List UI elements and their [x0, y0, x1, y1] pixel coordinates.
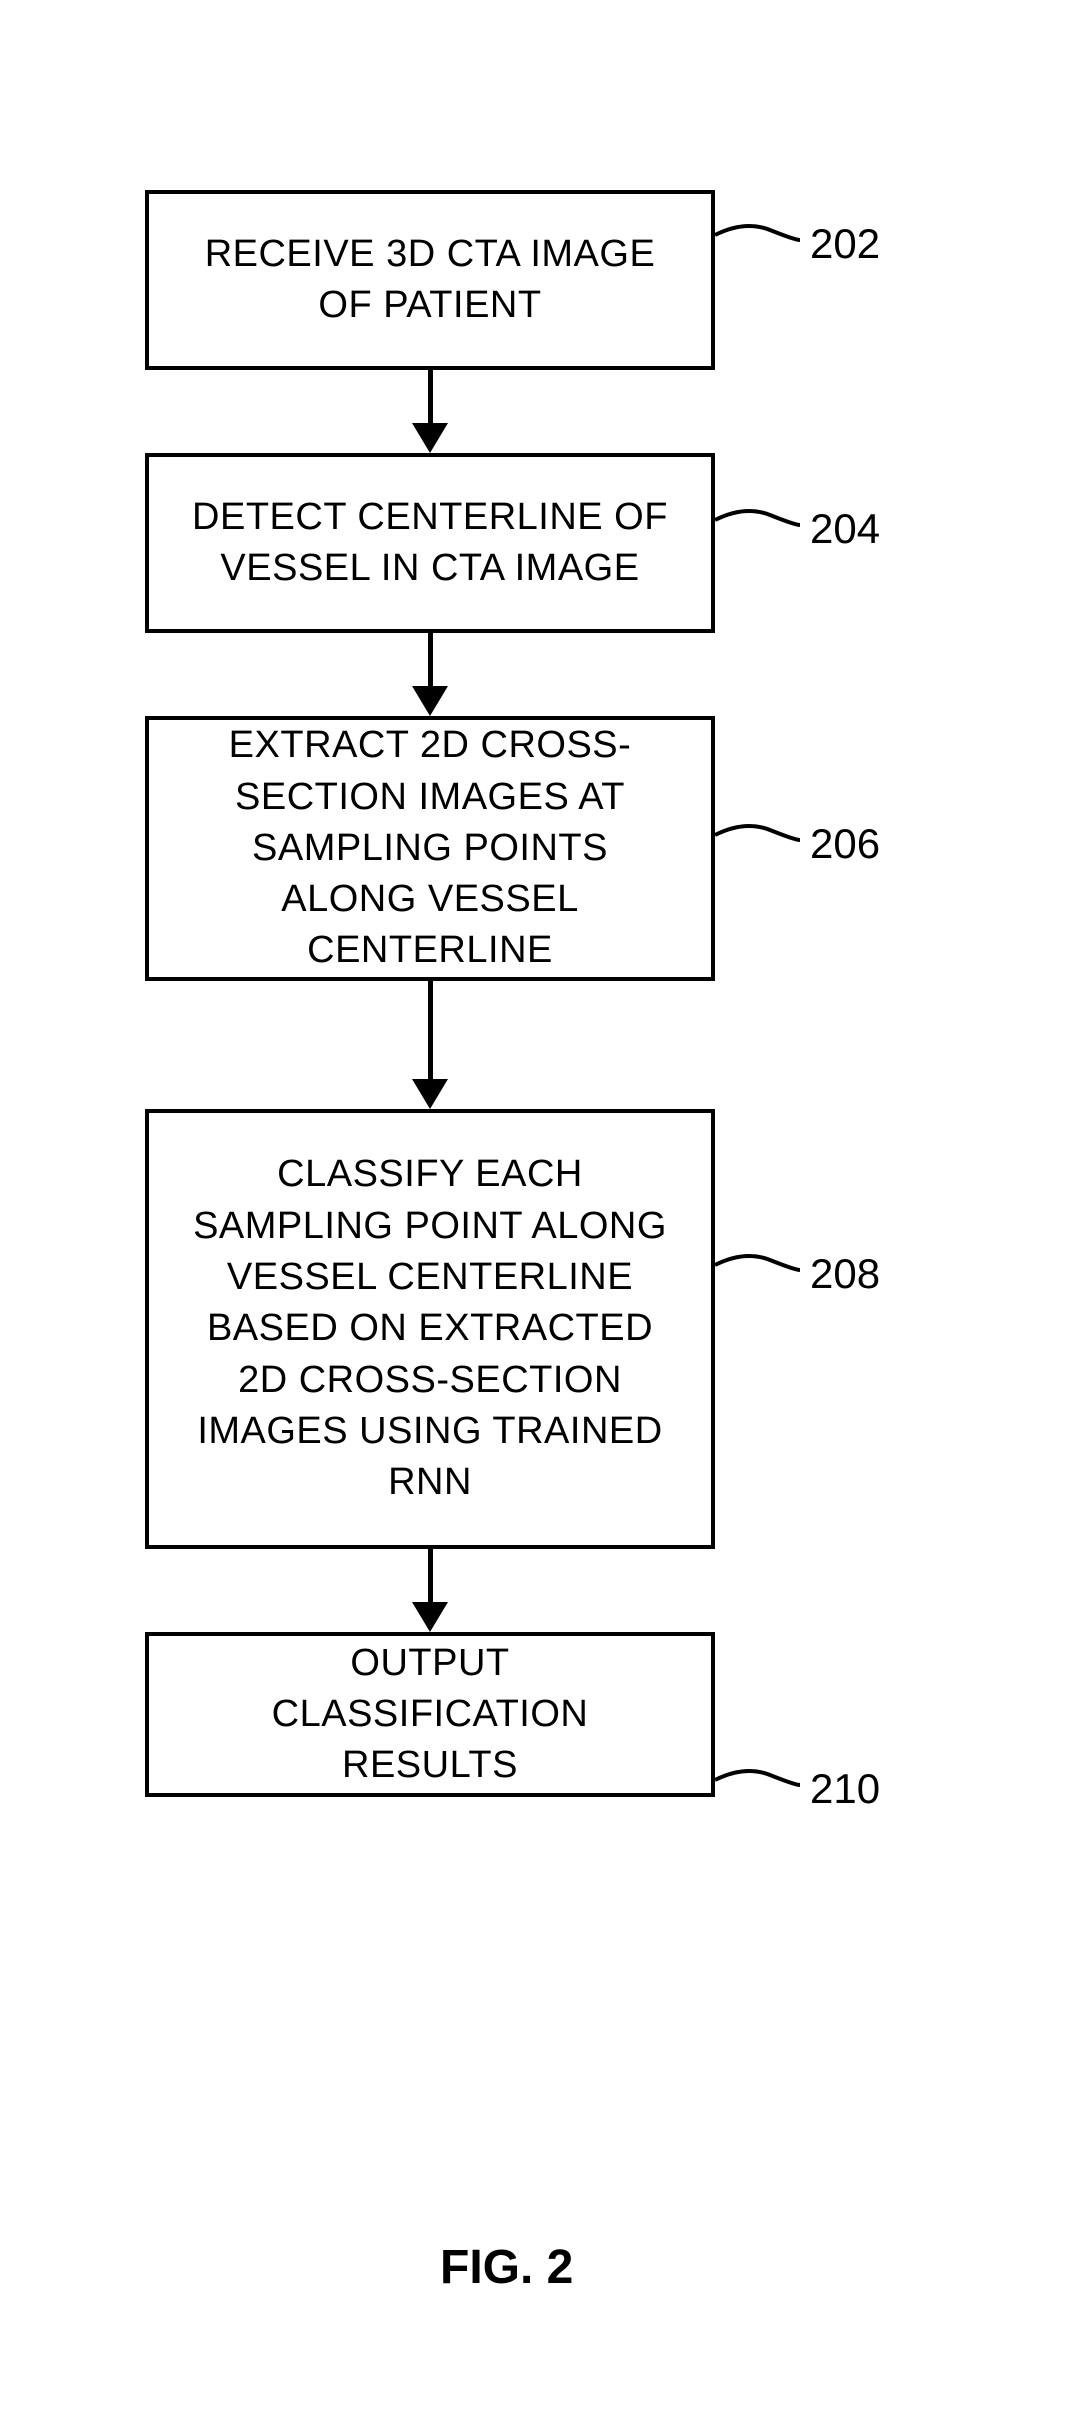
arrow-line [428, 981, 433, 1081]
flow-box-classify-rnn: CLASSIFY EACH SAMPLING POINT ALONG VESSE… [145, 1109, 715, 1549]
flow-box-detect-centerline: DETECT CENTERLINE OF VESSEL IN CTA IMAGE [145, 453, 715, 633]
flow-box-receive-image: RECEIVE 3D CTA IMAGE OF PATIENT [145, 190, 715, 370]
arrow-line [428, 1549, 433, 1604]
reference-label-206: 206 [810, 820, 880, 868]
reference-label-204: 204 [810, 505, 880, 553]
arrow-line [428, 370, 433, 425]
flowchart-container: RECEIVE 3D CTA IMAGE OF PATIENT DETECT C… [145, 190, 915, 1797]
connector-svg [715, 1255, 805, 1295]
flow-box-text: DETECT CENTERLINE OF VESSEL IN CTA IMAGE [189, 492, 671, 595]
arrow-head-icon [412, 686, 448, 716]
flow-box-text: OUTPUT CLASSIFICATION RESULTS [189, 1638, 671, 1792]
flow-box-extract-cross-sections: EXTRACT 2D CROSS-SECTION IMAGES AT SAMPL… [145, 716, 715, 981]
reference-label-202: 202 [810, 220, 880, 268]
arrow-2 [145, 633, 715, 716]
arrow-4 [145, 1549, 715, 1632]
arrow-head-icon [412, 1602, 448, 1632]
arrow-line [428, 633, 433, 688]
flow-box-text: EXTRACT 2D CROSS-SECTION IMAGES AT SAMPL… [189, 720, 671, 976]
reference-label-208: 208 [810, 1250, 880, 1298]
flow-box-text: CLASSIFY EACH SAMPLING POINT ALONG VESSE… [189, 1149, 671, 1508]
arrow-1 [145, 370, 715, 453]
connector-svg [715, 225, 805, 265]
connector-svg [715, 1770, 805, 1810]
figure-caption: FIG. 2 [440, 2240, 573, 2295]
flow-box-output-results: OUTPUT CLASSIFICATION RESULTS [145, 1632, 715, 1797]
arrow-head-icon [412, 423, 448, 453]
connector-svg [715, 825, 805, 865]
flow-box-text: RECEIVE 3D CTA IMAGE OF PATIENT [189, 229, 671, 332]
reference-label-210: 210 [810, 1765, 880, 1813]
arrow-head-icon [412, 1079, 448, 1109]
arrow-3 [145, 981, 715, 1109]
connector-svg [715, 510, 805, 550]
